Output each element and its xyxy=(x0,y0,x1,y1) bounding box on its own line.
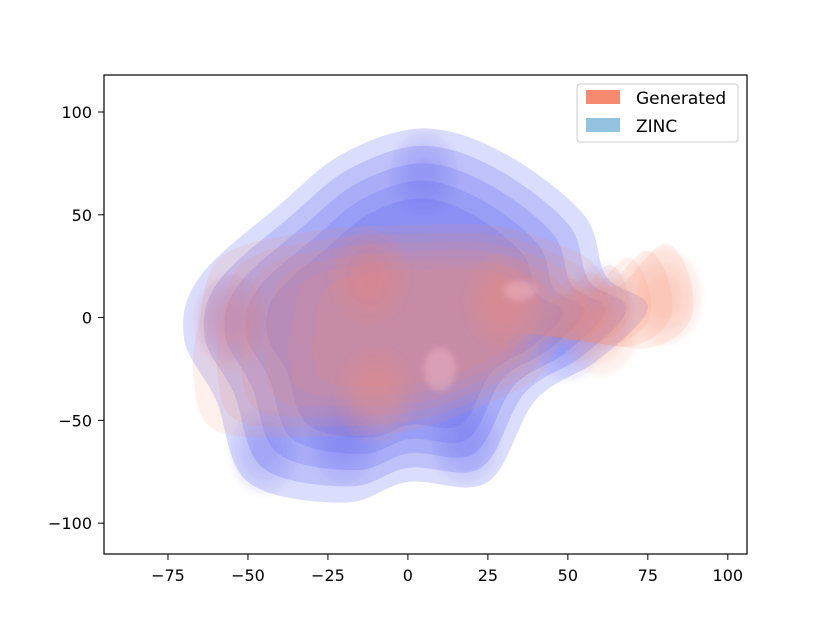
density-pocket-1 xyxy=(503,280,536,301)
density-peak-zinc-1-2 xyxy=(409,156,438,192)
y-tick-label: 100 xyxy=(61,103,92,122)
x-tick-label: 0 xyxy=(403,566,413,585)
density-contour-zinc-3 xyxy=(245,180,585,455)
density-contour-generated-0 xyxy=(192,223,694,438)
y-tick-label: 50 xyxy=(72,206,92,225)
x-axis: −75 −50 −25 0 25 50 75 100 xyxy=(151,554,743,585)
y-tick-label: 0 xyxy=(82,309,92,328)
legend: Generated ZINC xyxy=(576,83,739,143)
density-peak-generated-2-2 xyxy=(214,299,250,345)
density-peak-generated-0-2 xyxy=(351,254,388,299)
density-contour-generated-1 xyxy=(216,232,673,428)
y-axis: −100 −50 0 50 100 xyxy=(48,103,104,533)
legend-label-generated: Generated xyxy=(636,89,726,109)
density-layers xyxy=(183,128,702,503)
legend-swatch-zinc xyxy=(586,118,620,132)
density-peak-generated-5-2 xyxy=(581,305,618,351)
density-contour-zinc-2 xyxy=(224,163,606,471)
density-peak-zinc-6-2 xyxy=(250,433,278,469)
density-pocket-0 xyxy=(423,347,456,391)
x-tick-label: −75 xyxy=(151,566,185,585)
density-contour-zinc-0 xyxy=(183,128,648,503)
x-tick-label: 75 xyxy=(638,566,658,585)
density-peak-zinc-5-2 xyxy=(451,423,480,459)
x-tick-label: −50 xyxy=(231,566,265,585)
density-peak-generated-4-2 xyxy=(645,274,682,320)
density-contour-zinc-1 xyxy=(203,145,627,487)
density-peak-generated-1-2 xyxy=(357,373,394,419)
x-tick-label: 100 xyxy=(713,566,744,585)
legend-label-zinc: ZINC xyxy=(636,117,677,137)
density-peak-zinc-4-2 xyxy=(329,423,358,459)
x-tick-label: 50 xyxy=(558,566,578,585)
axes-frame xyxy=(103,74,748,555)
y-tick-label: −50 xyxy=(58,411,92,430)
legend-swatch-generated xyxy=(586,90,620,104)
x-tick-label: −25 xyxy=(311,566,345,585)
x-tick-label: 25 xyxy=(478,566,498,585)
series-generated xyxy=(192,223,702,444)
y-tick-label: −100 xyxy=(48,514,92,533)
